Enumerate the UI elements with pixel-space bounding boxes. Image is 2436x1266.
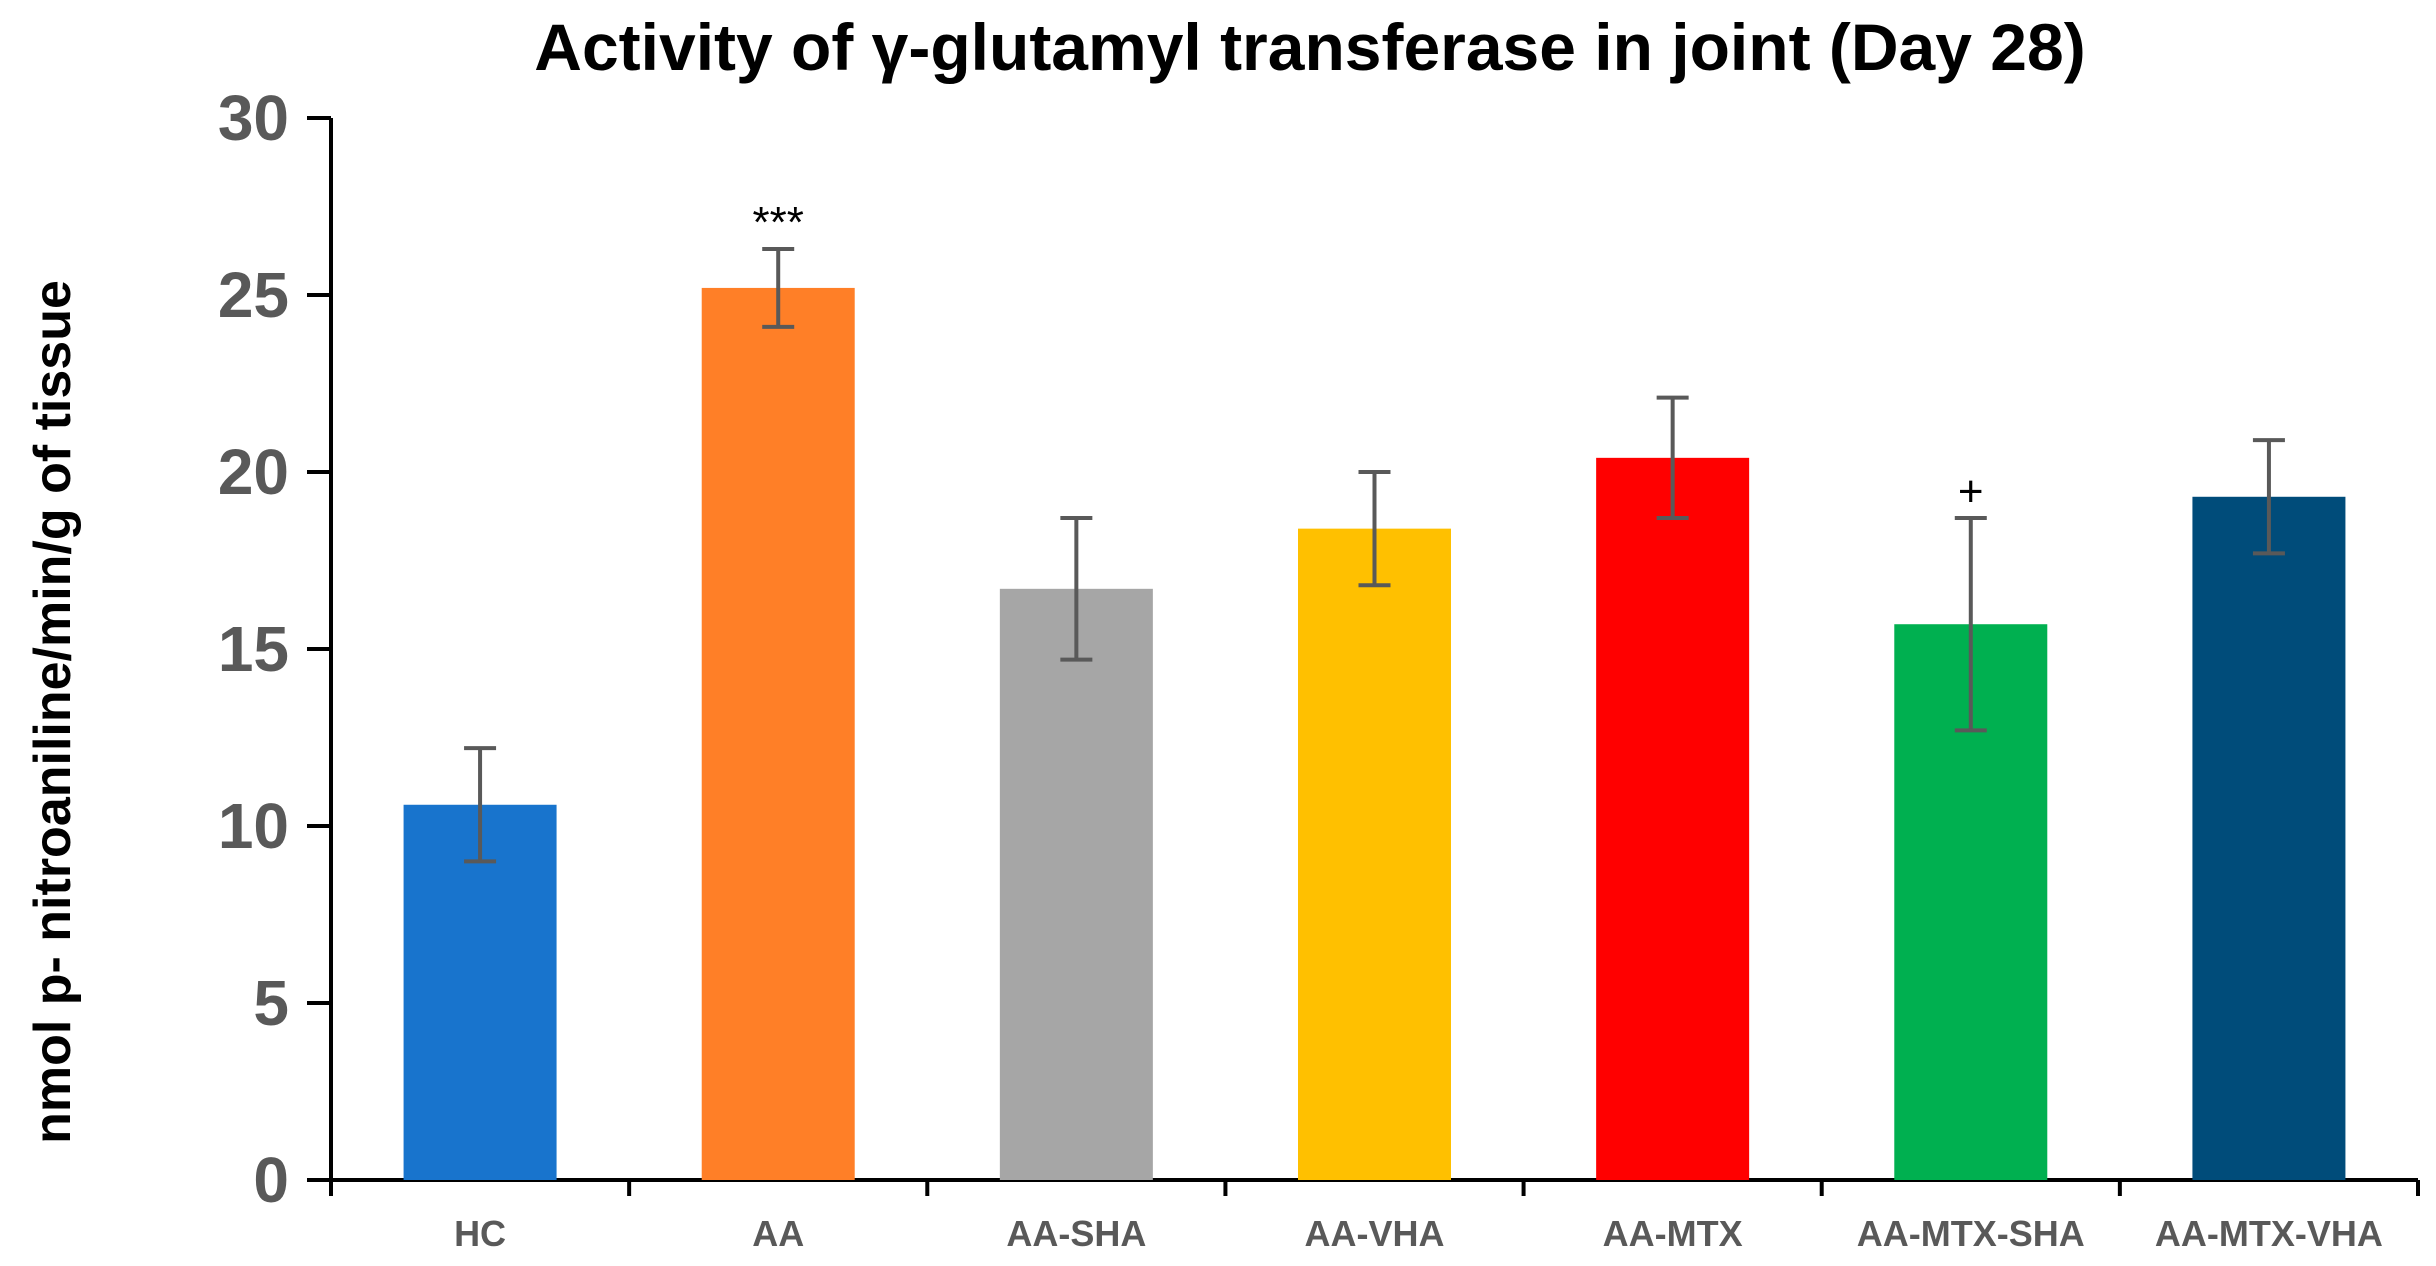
y-tick-label: 0: [253, 1144, 289, 1216]
plot-area: 0 5 10 15 20 25 30 HC AA AA-SHA AA-VHA AA-MTX AA-MTX…: [218, 82, 2420, 1254]
y-tick-label: 5: [253, 967, 289, 1039]
x-tick-label: AA-VHA: [1305, 1213, 1445, 1254]
y-tick-label: 15: [218, 613, 289, 685]
x-tick-label: AA-SHA: [1006, 1213, 1146, 1254]
bar: [1298, 528, 1451, 1180]
x-tick-label: HC: [454, 1213, 506, 1254]
significance-annotation: +: [1958, 467, 1984, 516]
x-tick-label: AA-MTX-VHA: [2155, 1213, 2383, 1254]
bar: [403, 804, 557, 1180]
y-tick-label: 20: [218, 436, 289, 508]
bar: [2192, 496, 2346, 1180]
x-tick-label: AA-MTX: [1603, 1213, 1743, 1254]
chart-title: Activity of γ-glutamyl transferase in jo…: [534, 10, 2085, 84]
bar: [999, 588, 1153, 1180]
y-tick-label: 30: [218, 82, 289, 154]
x-tick-label: AA-MTX-SHA: [1857, 1213, 2085, 1254]
y-tick-label: 25: [218, 259, 289, 331]
bar: [701, 287, 855, 1180]
bar: [1596, 457, 1750, 1181]
y-tick-label: 10: [218, 790, 289, 862]
significance-annotation: ***: [753, 198, 804, 247]
y-axis-label: nmol p- nitroaniline/min/g of tissue: [24, 280, 82, 1144]
x-tick-label: AA: [752, 1213, 804, 1254]
